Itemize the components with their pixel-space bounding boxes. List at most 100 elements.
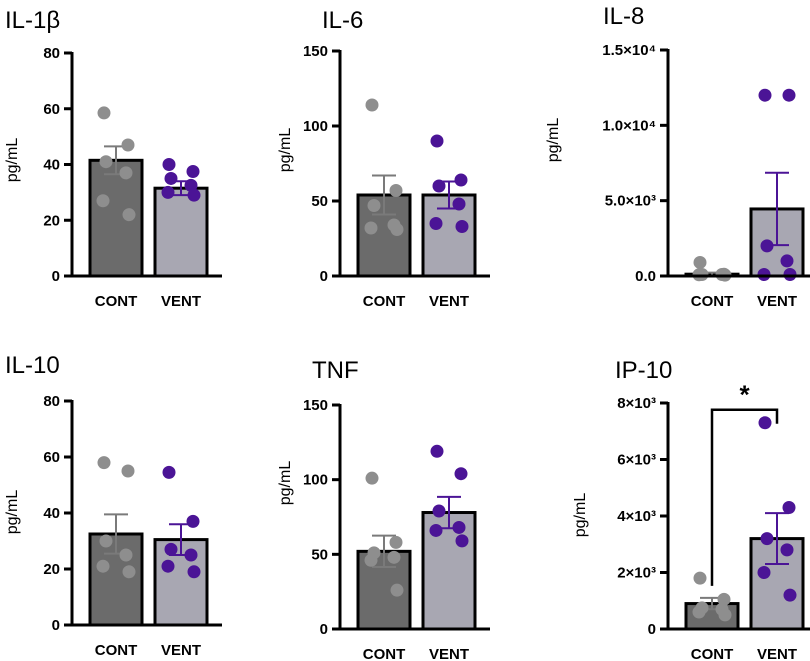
y-tick-label: 0 — [52, 268, 60, 285]
y-tick-label: 100 — [303, 118, 328, 135]
x-tick-label: VENT — [757, 646, 797, 661]
bar-vent — [153, 186, 209, 278]
y-tick-label: 60 — [43, 449, 60, 466]
data-point-vent — [455, 220, 469, 233]
y-tick-label: 40 — [43, 157, 60, 174]
y-tick-label: 0 — [320, 621, 328, 638]
data-point-vent — [187, 565, 201, 579]
data-point-vent — [760, 532, 774, 546]
significance-star: * — [739, 380, 750, 410]
panel-ip-10: IP-10 pg/mL 0 2×10³ 4×10³ 6×10³ 8×10³ CONT VENT * — [572, 357, 810, 661]
y-tick-label: 40 — [43, 505, 60, 522]
data-point-vent — [780, 254, 794, 268]
y-tick-label: 6×10³ — [617, 452, 656, 469]
data-point-vent — [162, 465, 176, 479]
panel-il-1-: IL-1β pg/mL 0 20 40 60 80 CONT VENT — [4, 7, 222, 310]
data-point-cont — [96, 194, 110, 208]
data-point-cont — [364, 553, 378, 567]
data-point-vent — [432, 179, 446, 193]
data-point-cont — [364, 221, 378, 235]
x-tick-label: CONT — [95, 293, 138, 310]
panel-title: IL-1β — [5, 7, 60, 34]
data-point-cont — [97, 456, 111, 470]
y-tick-label: 20 — [43, 561, 60, 578]
panel-title: TNF — [312, 357, 359, 384]
y-tick-label: 150 — [303, 397, 328, 414]
y-tick-label: 2×10³ — [617, 565, 656, 582]
data-point-cont — [387, 550, 401, 564]
y-tick-label: 0.0 — [635, 268, 656, 285]
data-point-cont — [97, 106, 111, 120]
data-point-cont — [121, 464, 135, 478]
data-point-cont — [717, 592, 731, 606]
y-axis-label: pg/mL — [277, 128, 294, 173]
y-tick-label: 5.0×10³ — [605, 193, 656, 210]
data-point-vent — [186, 164, 200, 178]
data-point-cont — [121, 138, 135, 152]
x-tick-label: CONT — [363, 293, 406, 310]
y-tick-label: 1.5×10⁴ — [602, 42, 656, 59]
data-point-vent — [187, 188, 201, 202]
data-point-cont — [389, 184, 403, 197]
data-point-vent — [186, 514, 200, 528]
data-point-vent — [164, 542, 178, 556]
y-tick-label: 4×10³ — [617, 508, 656, 525]
panel-title: IP-10 — [615, 357, 672, 384]
data-point-cont — [692, 605, 706, 619]
data-point-vent — [161, 185, 175, 199]
data-point-vent — [161, 559, 175, 573]
data-point-vent — [454, 467, 468, 481]
data-point-vent — [783, 588, 797, 602]
data-point-cont — [365, 98, 379, 112]
data-point-vent — [783, 267, 797, 281]
data-point-cont — [122, 565, 136, 579]
panel-title: IL-8 — [603, 3, 644, 30]
data-point-vent — [184, 548, 198, 562]
significance-bracket — [710, 408, 779, 586]
data-point-cont — [389, 535, 403, 549]
data-point-vent — [452, 197, 466, 211]
y-tick-label: 8×10³ — [617, 395, 656, 412]
data-point-vent — [760, 239, 774, 253]
panel-il-10: IL-10 pg/mL 0 20 40 60 80 CONT VENT — [4, 352, 222, 659]
data-point-cont — [99, 534, 113, 548]
data-point-cont — [390, 583, 404, 597]
data-point-vent — [429, 217, 443, 230]
y-tick-label: 150 — [303, 43, 328, 60]
data-point-cont — [390, 223, 404, 236]
x-tick-label: CONT — [95, 642, 138, 659]
y-axis-label: pg/mL — [545, 118, 562, 163]
panel-il-8: IL-8 pg/mL 0.0 5.0×10³ 1.0×10⁴ 1.5×10⁴ CONT VEN… — [545, 3, 810, 310]
data-point-cont — [718, 608, 732, 622]
y-axis-label: pg/mL — [4, 490, 21, 535]
data-point-cont — [693, 571, 707, 585]
y-tick-label: 50 — [311, 193, 328, 210]
y-axis-label: pg/mL — [4, 138, 21, 183]
y-tick-label: 0 — [52, 617, 60, 634]
data-point-vent — [432, 504, 446, 518]
y-tick-label: 100 — [303, 472, 328, 489]
y-tick-label: 20 — [43, 212, 60, 229]
data-point-vent — [429, 523, 443, 537]
data-point-vent — [452, 520, 466, 534]
data-point-cont — [99, 155, 113, 169]
data-point-vent — [758, 88, 772, 102]
x-tick-label: CONT — [363, 646, 406, 661]
data-point-cont — [119, 548, 133, 562]
y-tick-label: 1.0×10⁴ — [602, 117, 656, 134]
y-tick-label: 80 — [43, 393, 60, 410]
data-point-vent — [162, 158, 176, 171]
panel-il-6: IL-6 pg/mL 0 50 100 150 CONT VENT — [277, 7, 490, 310]
data-point-vent — [164, 171, 178, 185]
data-point-vent — [430, 444, 444, 458]
data-point-cont — [96, 559, 110, 573]
x-tick-label: CONT — [691, 293, 734, 310]
data-point-vent — [758, 416, 772, 430]
y-tick-label: 60 — [43, 101, 60, 118]
y-tick-label: 80 — [43, 45, 60, 62]
panel-title: IL-6 — [322, 7, 363, 34]
x-tick-label: CONT — [691, 646, 734, 661]
data-point-cont — [693, 255, 707, 269]
data-point-vent — [430, 134, 444, 148]
